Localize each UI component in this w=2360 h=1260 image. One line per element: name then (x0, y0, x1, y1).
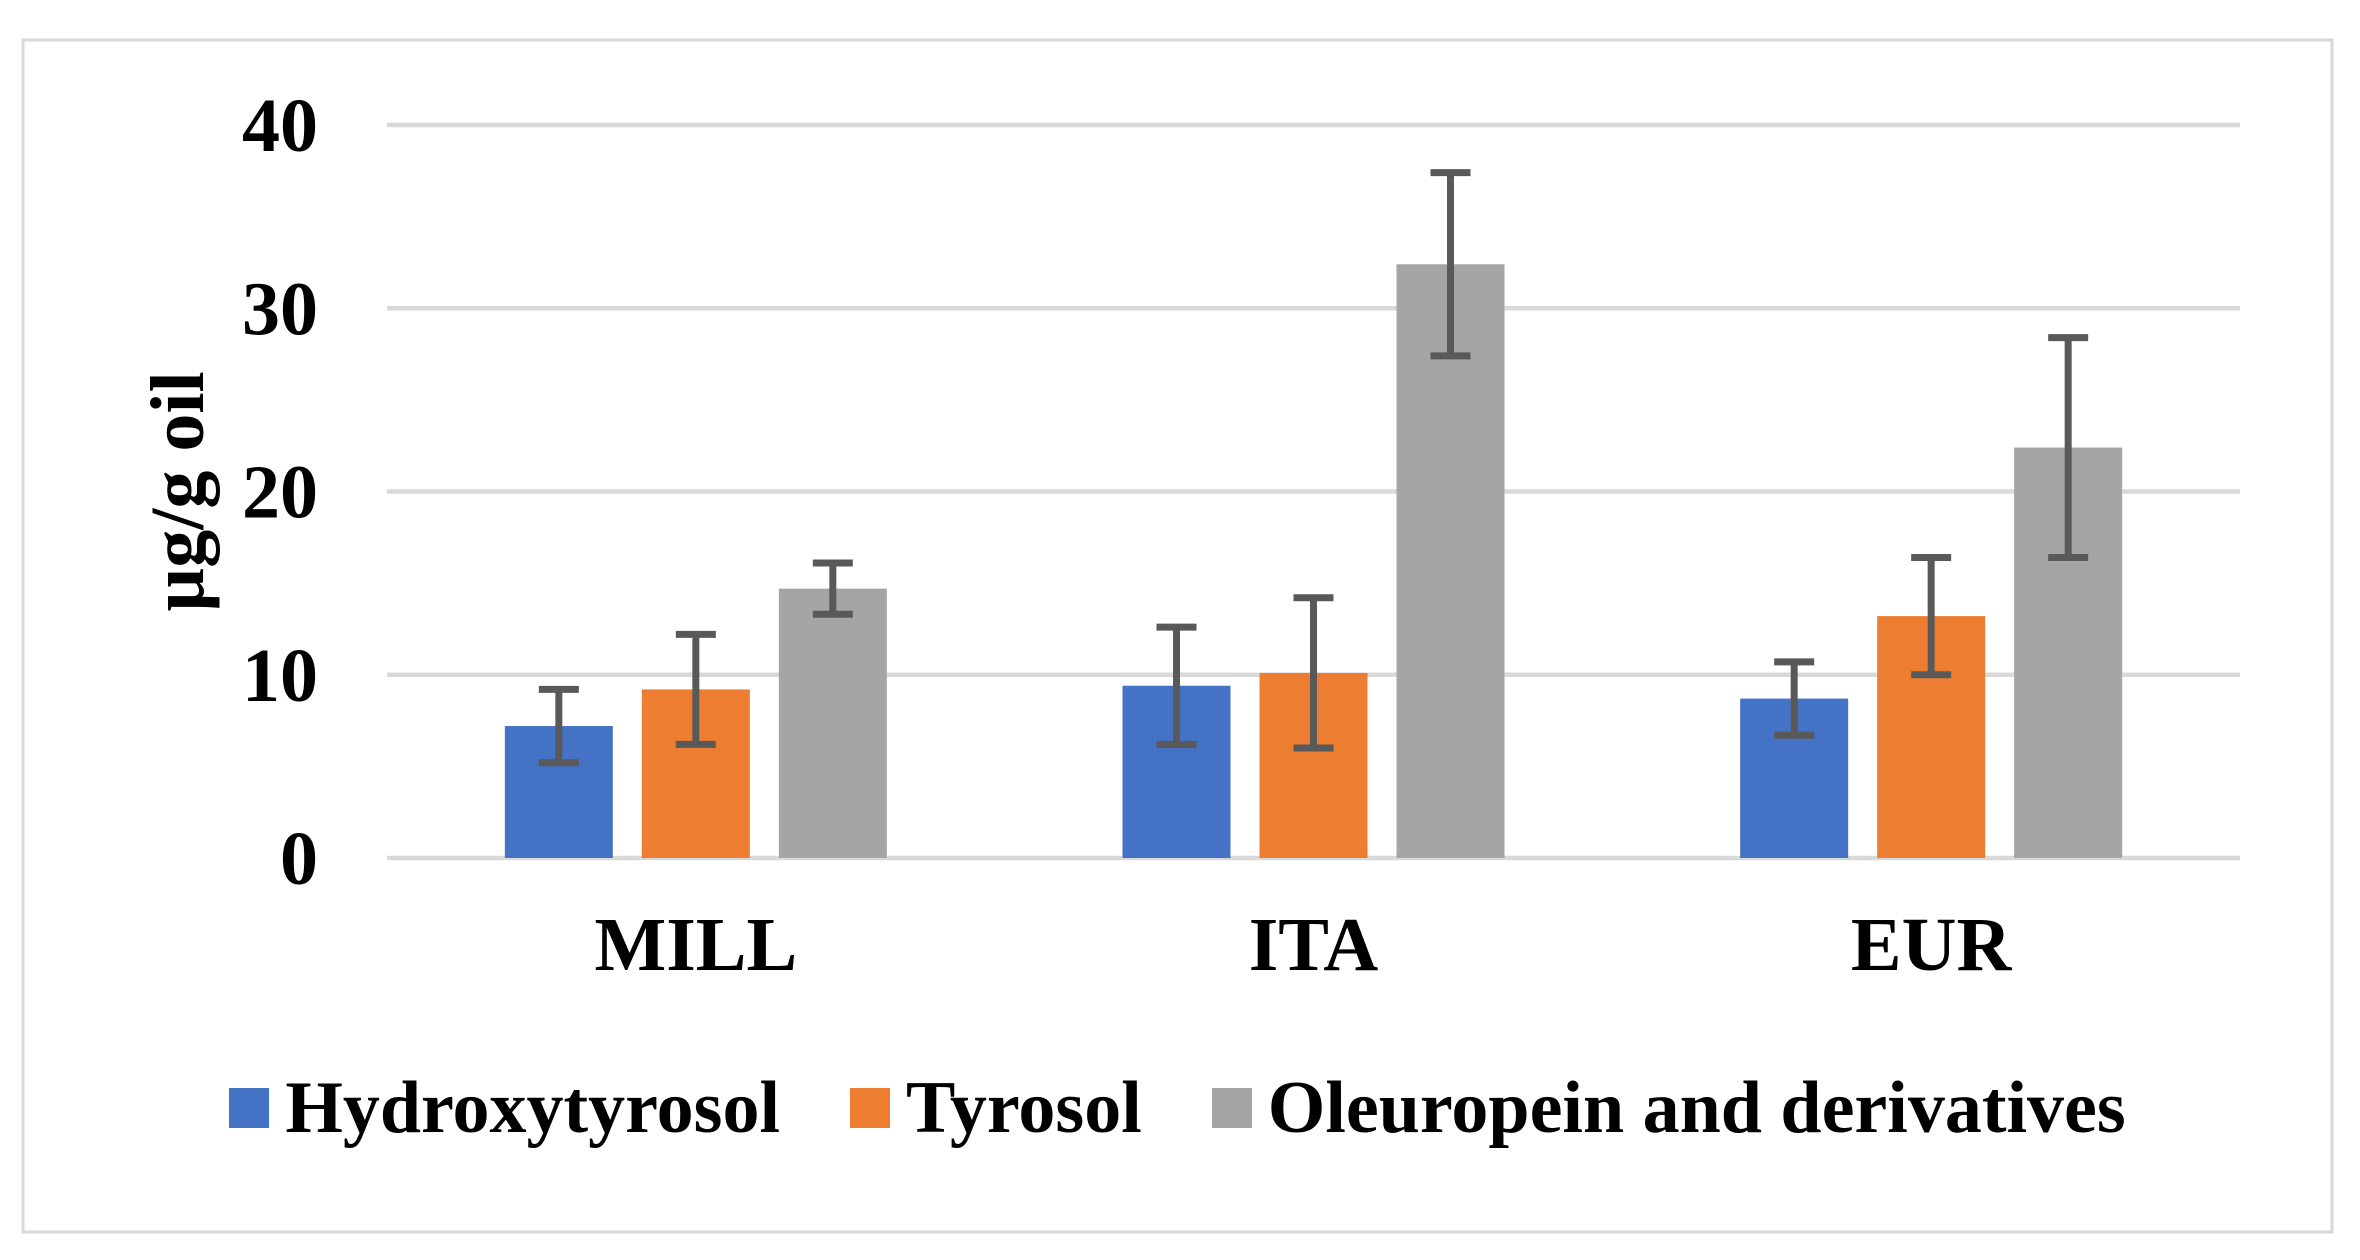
legend-swatch-hydroxytyrosol (229, 1088, 270, 1128)
error-bar-oleuropein-and-derivatives-eur (2048, 334, 2089, 561)
legend-swatch-tyrosol (850, 1088, 891, 1128)
error-bar-oleuropein-and-derivatives-ita (1430, 169, 1471, 360)
y-tick-label-10: 10 (242, 634, 318, 718)
legend-item-hydroxytyrosol: Hydroxytyrosol (229, 1071, 780, 1145)
error-bar-tyrosol-eur (1911, 553, 1952, 679)
error-bar-hydroxytyrosol-mill (538, 685, 579, 767)
legend-label-tyrosol: Tyrosol (906, 1067, 1142, 1149)
error-bar-hydroxytyrosol-ita (1156, 623, 1197, 748)
y-axis-title: µg/g oil (136, 371, 220, 611)
legend: Hydroxytyrosol Tyrosol Oleuropein and deri… (23, 1066, 2332, 1150)
error-bar-hydroxytyrosol-eur (1774, 658, 1815, 739)
y-tick-label-20: 20 (242, 451, 318, 535)
x-category-label-mill: MILL (594, 903, 797, 987)
error-bar-oleuropein-and-derivatives-mill (812, 559, 853, 618)
legend-swatch-oleuropein-and-derivatives (1211, 1088, 1252, 1128)
x-category-label-ita: ITA (1249, 903, 1379, 987)
y-tick-label-30: 30 (242, 267, 318, 351)
error-bar-tyrosol-mill (675, 630, 716, 748)
bar-oleuropein-and-derivatives-mill (778, 588, 887, 858)
legend-label-oleuropein-and-derivatives: Oleuropein and derivatives (1267, 1067, 2126, 1149)
y-tick-label-0: 0 (280, 817, 318, 901)
legend-label-hydroxytyrosol: Hydroxytyrosol (285, 1067, 781, 1149)
x-category-label-eur: EUR (1851, 903, 2013, 987)
y-tick-label-40: 40 (242, 84, 318, 168)
error-bar-tyrosol-ita (1293, 594, 1334, 752)
legend-item-tyrosol: Tyrosol (850, 1071, 1142, 1145)
bar-oleuropein-and-derivatives-ita (1396, 264, 1505, 858)
legend-item-oleuropein-and-derivatives: Oleuropein and derivatives (1211, 1067, 2126, 1149)
